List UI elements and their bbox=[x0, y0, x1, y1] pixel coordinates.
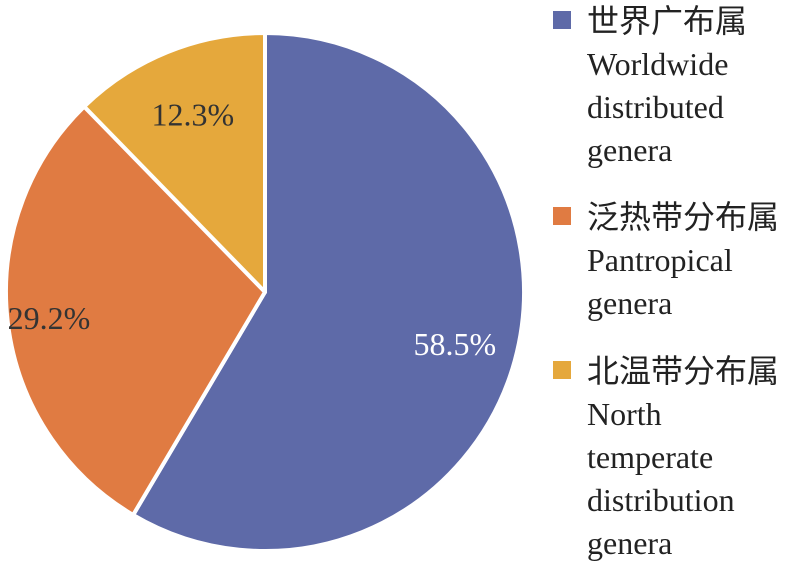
legend-swatch-worldwide bbox=[553, 11, 571, 29]
slice-north-temperate bbox=[82, 31, 267, 294]
legend-line: Pantropical bbox=[587, 242, 733, 278]
legend: 世界广布属 Worldwide distributed genera 泛热带分布… bbox=[553, 0, 800, 564]
slice-label-pantropical: 29.2% bbox=[8, 300, 91, 336]
legend-line: 世界广布属 bbox=[587, 3, 748, 39]
slice-label-worldwide: 58.5% bbox=[414, 326, 497, 362]
legend-swatch-north-temperate bbox=[553, 361, 571, 379]
legend-line: genera bbox=[587, 525, 673, 561]
legend-line: North bbox=[587, 396, 662, 432]
legend-line: genera bbox=[587, 132, 673, 168]
legend-line: temperate bbox=[587, 439, 714, 475]
slice-label-north-temperate: 12.3% bbox=[151, 96, 234, 132]
legend-line: genera bbox=[587, 285, 673, 321]
legend-line: 泛热带分布属 bbox=[587, 199, 780, 235]
slice-pantropical bbox=[4, 104, 267, 517]
legend-text-pantropical: 泛热带分布属 Pantropical genera bbox=[587, 196, 800, 325]
legend-text-north-temperate: 北温带分布属 North temperate distribution gene… bbox=[587, 350, 800, 564]
legend-line: Worldwide bbox=[587, 46, 729, 82]
legend-line: 北温带分布属 bbox=[587, 353, 780, 389]
legend-text-worldwide: 世界广布属 Worldwide distributed genera bbox=[587, 0, 800, 172]
legend-swatch-pantropical bbox=[553, 207, 571, 225]
pie-plot-area: 58.5% 29.2% 12.3% bbox=[4, 31, 526, 553]
legend-line: distributed bbox=[587, 89, 724, 125]
legend-line: distribution bbox=[587, 482, 735, 518]
slice-worldwide bbox=[131, 31, 526, 553]
